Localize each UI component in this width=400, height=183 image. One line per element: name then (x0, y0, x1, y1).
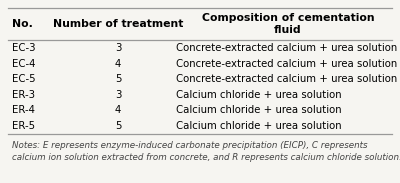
Text: 3: 3 (115, 43, 121, 53)
Text: Calcium chloride + urea solution: Calcium chloride + urea solution (176, 121, 342, 131)
Text: Calcium chloride + urea solution: Calcium chloride + urea solution (176, 90, 342, 100)
Text: Concrete-extracted calcium + urea solution: Concrete-extracted calcium + urea soluti… (176, 59, 397, 69)
Text: EC-4: EC-4 (12, 59, 36, 69)
Text: ER-3: ER-3 (12, 90, 35, 100)
Text: Concrete-extracted calcium + urea solution: Concrete-extracted calcium + urea soluti… (176, 74, 397, 84)
Text: Number of treatment: Number of treatment (53, 19, 183, 29)
Text: Calcium chloride + urea solution: Calcium chloride + urea solution (176, 105, 342, 115)
Text: 5: 5 (115, 74, 121, 84)
Text: EC-5: EC-5 (12, 74, 36, 84)
Text: No.: No. (12, 19, 33, 29)
Text: 5: 5 (115, 121, 121, 131)
Text: ER-5: ER-5 (12, 121, 35, 131)
Text: 4: 4 (115, 105, 121, 115)
Text: ER-4: ER-4 (12, 105, 35, 115)
Text: Notes: E represents enzyme-induced carbonate precipitation (EICP), C represents
: Notes: E represents enzyme-induced carbo… (12, 141, 400, 162)
Text: 3: 3 (115, 90, 121, 100)
Text: Composition of cementation
fluid: Composition of cementation fluid (202, 13, 374, 36)
Text: 4: 4 (115, 59, 121, 69)
Text: Concrete-extracted calcium + urea solution: Concrete-extracted calcium + urea soluti… (176, 43, 397, 53)
Text: EC-3: EC-3 (12, 43, 36, 53)
